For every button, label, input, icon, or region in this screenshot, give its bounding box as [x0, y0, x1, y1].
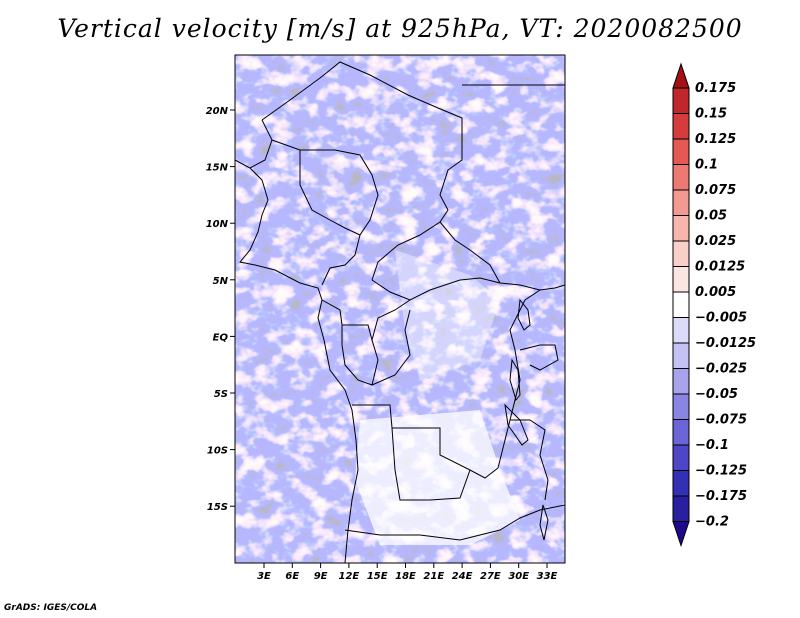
lon-tick-label: 9E	[314, 571, 328, 582]
lat-tick-label: 15N	[206, 163, 229, 174]
lon-tick-label: 33E	[537, 571, 558, 582]
lon-tick-label: 30E	[508, 571, 529, 582]
lat-tick-label: EQ	[213, 332, 229, 343]
lat-tick-label: 5S	[214, 389, 228, 400]
grads-credit: GrADS: IGES/COLA	[4, 603, 98, 613]
colorbar-segment	[672, 164, 690, 191]
lat-tick-label: 5N	[213, 276, 229, 287]
lon-tick-label: 24E	[452, 571, 473, 582]
colorbar-segment	[672, 495, 690, 522]
colorbar-segment	[672, 113, 690, 140]
colorbar-label: 0.005	[695, 285, 736, 300]
latitude-axis: 20N 15N 10N 5N EQ 5S 10S 15S	[206, 106, 235, 513]
colorbar-label: −0.005	[695, 311, 747, 326]
colorbar-label: −0.075	[695, 413, 747, 428]
colorbar-bottom-arrow	[672, 521, 690, 548]
colorbar-label: 0.0125	[695, 260, 745, 275]
colorbar-segment	[672, 189, 690, 216]
lat-tick-label: 10N	[206, 219, 229, 230]
lon-tick-label: 21E	[423, 571, 444, 582]
colorbar-segment	[672, 87, 690, 114]
colorbar-label: −0.1	[695, 438, 729, 453]
lat-tick-label: 15S	[207, 502, 228, 513]
colorbar-segment	[672, 317, 690, 344]
colorbar-label: −0.05	[695, 387, 738, 402]
lon-tick-label: 18E	[395, 571, 416, 582]
map-frame	[234, 54, 566, 564]
plot-title: Vertical velocity [m/s] at 925hPa, VT: 2…	[57, 14, 743, 43]
colorbar-label: −0.0125	[695, 336, 756, 351]
colorbar-segment	[672, 368, 690, 395]
colorbar-segment	[672, 470, 690, 497]
colorbar-label: 0.075	[695, 183, 736, 198]
colorbar-label: 0.025	[695, 234, 736, 249]
colorbar-label: 0.1	[695, 158, 718, 173]
colorbar-label: 0.15	[695, 107, 727, 122]
colorbar-label: 0.125	[695, 132, 736, 147]
lon-tick-label: 3E	[257, 571, 271, 582]
colorbar-segment	[672, 419, 690, 446]
lat-tick-label: 10S	[207, 446, 228, 457]
colorbar-label: −0.025	[695, 362, 747, 377]
colorbar-label: −0.125	[695, 464, 747, 479]
colorbar-label: −0.175	[695, 489, 747, 504]
lat-tick-label: 20N	[206, 106, 229, 117]
lon-tick-label: 6E	[285, 571, 299, 582]
lon-tick-label: 27E	[480, 571, 501, 582]
colorbar-segment	[672, 342, 690, 369]
velocity-field	[235, 55, 565, 563]
colorbar-segment	[672, 291, 690, 318]
colorbar-segment	[672, 444, 690, 471]
colorbar-segment	[672, 266, 690, 293]
lon-tick-label: 12E	[339, 571, 360, 582]
colorbar-label: 0.05	[695, 209, 727, 224]
colorbar-segment	[672, 393, 690, 420]
colorbar-label: −0.2	[695, 515, 729, 530]
country-boundaries	[235, 61, 565, 563]
colorbar-segment	[672, 138, 690, 165]
colorbar: 0.175 0.15 0.125 0.1 0.075 0.05 0.025 0.0125 0.0…	[672, 62, 756, 548]
colorbar-top-arrow	[672, 62, 690, 89]
colorbar-label: 0.175	[695, 81, 736, 96]
longitude-axis: 3E 6E 9E 12E 15E 18E 21E 24E 27E 30E 33E	[257, 563, 558, 582]
colorbar-segment	[672, 215, 690, 242]
colorbar-segment	[672, 240, 690, 267]
lon-tick-label: 15E	[367, 571, 388, 582]
